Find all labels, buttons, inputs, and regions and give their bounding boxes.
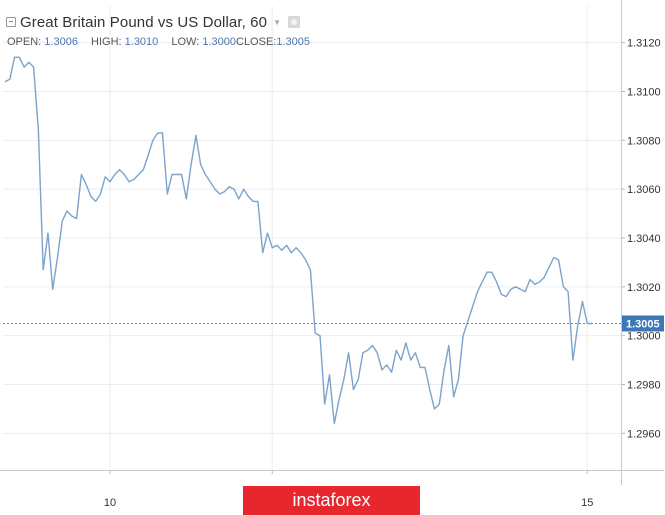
- close-label: CLOSE:: [236, 36, 277, 48]
- y-tick-label: 1.2960: [627, 428, 661, 440]
- ohlc-legend: OPEN: 1.3006 HIGH: 1.3010 LOW: 1.3000CLO…: [7, 36, 310, 48]
- x-tick-label: 15: [581, 497, 593, 509]
- low-value: 1.3000: [202, 36, 236, 48]
- chart-header: Great Britain Pound vs US Dollar, 60 ▼: [6, 12, 300, 32]
- y-tick-label: 1.3020: [627, 282, 661, 294]
- watermark-text: instaforex: [292, 490, 371, 510]
- y-tick-label: 1.3080: [627, 135, 661, 147]
- open-label: OPEN:: [7, 36, 42, 48]
- chart-title: Great Britain Pound vs US Dollar, 60: [20, 13, 268, 31]
- y-tick-label: 1.3100: [627, 86, 661, 98]
- last-price-badge: [622, 315, 664, 332]
- y-tick-label: 1.3040: [627, 233, 661, 245]
- y-tick-label: 1.3000: [627, 331, 661, 343]
- close-value: 1.3005: [276, 36, 311, 48]
- price-series-line: [4, 56, 592, 425]
- settings-icon[interactable]: [287, 16, 300, 28]
- y-tick-label: 1.2980: [627, 380, 661, 392]
- y-tick-label: 1.3060: [627, 184, 661, 196]
- low-label: LOW:: [171, 36, 200, 48]
- caret-down-icon[interactable]: ▼: [273, 17, 281, 27]
- x-tick-label: 10: [104, 497, 116, 509]
- high-value: 1.3010: [124, 36, 159, 48]
- y-tick-label: 1.3120: [627, 38, 661, 50]
- open-value: 1.3006: [44, 36, 78, 48]
- collapse-icon[interactable]: [6, 17, 16, 27]
- high-label: HIGH:: [91, 36, 122, 48]
- last-price-label: 1.3005: [626, 318, 660, 330]
- instaforex-watermark: instaforex: [243, 486, 420, 515]
